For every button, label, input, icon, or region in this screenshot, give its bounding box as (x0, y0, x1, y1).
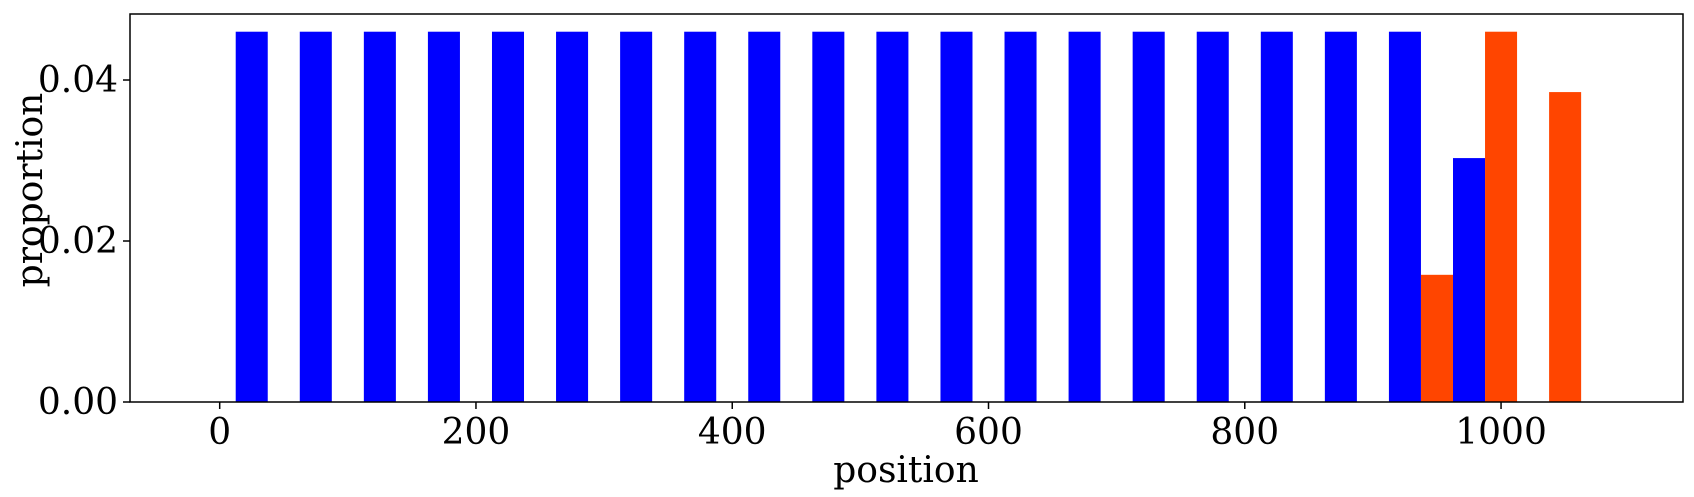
bar-series1-10 (812, 31, 845, 403)
x-axis-label: position (833, 450, 979, 491)
y-tick-label: 0.00 (38, 382, 118, 423)
bar-series2-3 (1549, 92, 1582, 402)
bar-series1-7 (620, 31, 653, 403)
bar-series1-19 (1388, 31, 1421, 403)
bar-series1-16 (1196, 31, 1229, 403)
bar-series1-17 (1260, 31, 1293, 403)
bar-series1-3 (363, 31, 396, 403)
bar-series1-2 (299, 31, 332, 403)
x-tick-label: 800 (1210, 412, 1279, 453)
x-tick-label: 0 (208, 412, 231, 453)
bar-series1-6 (556, 31, 589, 403)
x-axis-ticks: 0 200 400 600 800 1000 (208, 402, 1547, 453)
x-tick-label: 400 (698, 412, 767, 453)
bar-series1-15 (1132, 31, 1165, 403)
x-tick-label: 200 (442, 412, 511, 453)
y-tick-label: 0.02 (38, 221, 118, 262)
bars-layer (235, 31, 1582, 403)
bar-series2-2 (1485, 31, 1518, 403)
x-tick-label: 1000 (1455, 412, 1547, 453)
bar-series2-1 (1420, 274, 1453, 402)
bar-series1-18 (1324, 31, 1357, 403)
x-tick-label: 600 (954, 412, 1023, 453)
bar-series1-11 (876, 31, 909, 403)
bar-series1-20 (1453, 158, 1486, 402)
plot-frame (129, 13, 1684, 403)
bar-series1-1 (235, 31, 268, 403)
bar-series1-13 (1004, 31, 1037, 403)
y-tick-label: 0.04 (38, 60, 118, 101)
bar-series1-4 (427, 31, 460, 403)
bar-series1-12 (940, 31, 973, 403)
bar-series1-5 (491, 31, 525, 403)
y-axis-ticks: 0.00 0.02 0.04 (38, 60, 130, 423)
bar-series1-14 (1068, 31, 1101, 403)
bar-series1-8 (684, 31, 717, 403)
bar-series1-9 (748, 31, 781, 403)
y-axis-label: proportion (10, 93, 51, 288)
